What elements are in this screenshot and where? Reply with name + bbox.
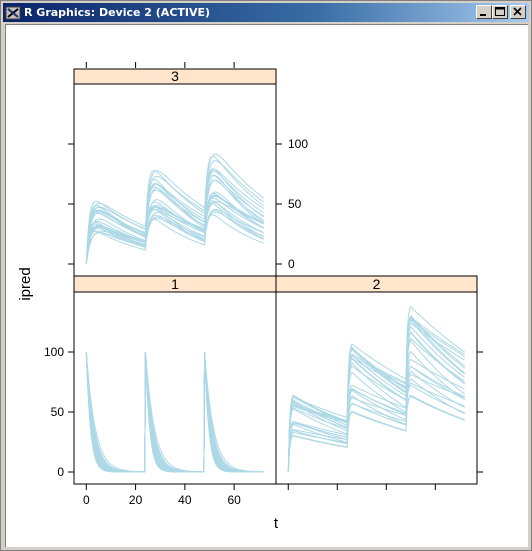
series-line: [287, 373, 465, 473]
y-tick-label: 50: [288, 197, 302, 211]
x-tick-label: 0: [83, 493, 90, 507]
series-line: [85, 211, 264, 265]
series-line: [85, 351, 264, 473]
series-line: [85, 214, 264, 265]
y-tick-label: 0: [288, 257, 295, 271]
series-line: [85, 351, 264, 473]
plot-area: 3 0 50 100 1 0 50 100 0 20 40 60 2 t ipred: [5, 24, 528, 547]
series-line: [85, 155, 264, 265]
series-line: [85, 351, 264, 473]
r-app-icon: [5, 6, 21, 19]
series-line: [85, 351, 264, 473]
series-line: [287, 370, 465, 473]
title-bar[interactable]: R Graphics: Device 2 (ACTIVE): [3, 3, 529, 22]
series-line: [85, 351, 264, 473]
series-line: [287, 319, 466, 473]
x-tick-label: 60: [227, 493, 241, 507]
panel-3: 3 0 50 100: [68, 62, 308, 277]
y-tick-label: 100: [44, 345, 64, 359]
series-line: [287, 315, 466, 473]
minimize-button[interactable]: [476, 5, 492, 19]
close-button[interactable]: [510, 5, 526, 19]
series-line: [287, 365, 465, 473]
series-line: [287, 331, 465, 473]
y-axis-label: ipred: [17, 267, 34, 300]
series-line: [85, 351, 264, 473]
series-line: [85, 351, 264, 473]
series-line: [287, 317, 466, 473]
series-line: [85, 351, 264, 473]
series-line: [287, 331, 465, 473]
close-icon: [513, 7, 522, 16]
minimize-icon: [480, 14, 486, 16]
series-line: [287, 339, 465, 473]
series-line: [85, 351, 264, 473]
series-line: [287, 350, 465, 473]
x-tick-label: 20: [129, 493, 143, 507]
y-tick-label: 50: [51, 405, 65, 419]
series-line: [85, 351, 264, 473]
panel-2: 2: [275, 275, 483, 490]
series-line: [287, 358, 465, 473]
series-line: [287, 378, 465, 473]
series-line: [85, 351, 264, 473]
strip-label: 1: [171, 276, 179, 292]
series-line: [287, 382, 465, 473]
series-line: [85, 351, 264, 473]
series-line: [85, 351, 264, 473]
series-line: [85, 351, 264, 473]
series-line: [85, 194, 264, 265]
series-line: [85, 351, 264, 473]
series-line: [85, 201, 264, 265]
maximize-icon: [495, 7, 505, 16]
series-line: [85, 168, 264, 265]
series-line: [85, 153, 264, 265]
series-line: [85, 191, 264, 265]
x-tick-label: 40: [178, 493, 192, 507]
series-line: [85, 351, 264, 473]
series-line: [85, 174, 264, 265]
series-line: [85, 351, 264, 473]
series-line: [85, 351, 264, 473]
series-group: [85, 153, 264, 265]
series-line: [287, 325, 465, 473]
series-line: [85, 200, 264, 265]
series-line: [287, 394, 465, 473]
series-line: [287, 305, 465, 473]
strip-label: 2: [373, 276, 381, 292]
series-line: [85, 351, 264, 473]
series-line: [287, 337, 465, 473]
series-line: [85, 351, 264, 473]
strip-label: 3: [171, 68, 179, 84]
series-group: [85, 351, 264, 473]
series-line: [85, 351, 264, 473]
lattice-chart: 3 0 50 100 1 0 50 100 0 20 40 60 2 t ipred: [17, 62, 483, 532]
panel-1: 1 0 50 100 0 20 40 60: [44, 275, 277, 507]
series-line: [85, 351, 264, 473]
series-line: [85, 174, 264, 265]
panel-border: [275, 291, 478, 485]
maximize-button[interactable]: [492, 5, 508, 19]
series-line: [85, 351, 264, 473]
panel-border: [73, 83, 277, 277]
series-line: [287, 365, 465, 473]
y-tick-label: 0: [57, 465, 64, 479]
series-group: [287, 305, 466, 473]
window-title: R Graphics: Device 2 (ACTIVE): [24, 6, 211, 19]
x-axis-label: t: [274, 515, 279, 532]
series-line: [287, 316, 465, 473]
y-tick-label: 100: [288, 137, 308, 151]
series-line: [85, 351, 264, 473]
